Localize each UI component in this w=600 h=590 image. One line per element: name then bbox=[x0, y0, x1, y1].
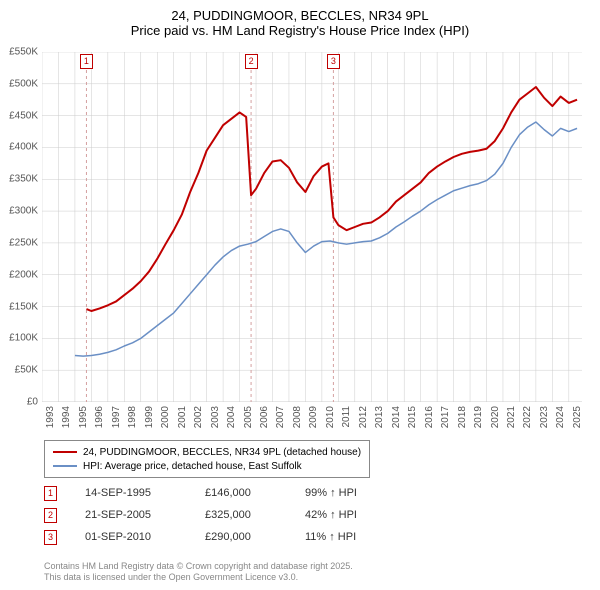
footer-line2: This data is licensed under the Open Gov… bbox=[44, 572, 353, 584]
x-tick-label: 2020 bbox=[490, 406, 501, 428]
y-tick-label: £0 bbox=[27, 397, 38, 408]
x-tick-label: 2024 bbox=[555, 406, 566, 428]
x-tick-label: 2004 bbox=[226, 406, 237, 428]
x-tick-label: 2008 bbox=[292, 406, 303, 428]
footer-attribution: Contains HM Land Registry data © Crown c… bbox=[44, 561, 353, 584]
row-pct: 42% ↑ HPI bbox=[305, 509, 405, 521]
x-tick-label: 1995 bbox=[78, 406, 89, 428]
x-tick-label: 2000 bbox=[160, 406, 171, 428]
title-subtitle: Price paid vs. HM Land Registry's House … bbox=[0, 23, 600, 38]
x-tick-label: 2022 bbox=[522, 406, 533, 428]
legend-item-price: 24, PUDDINGMOOR, BECCLES, NR34 9PL (deta… bbox=[53, 445, 361, 459]
row-pct: 99% ↑ HPI bbox=[305, 487, 405, 499]
x-tick-label: 2005 bbox=[243, 406, 254, 428]
chart-title: 24, PUDDINGMOOR, BECCLES, NR34 9PL Price… bbox=[0, 0, 600, 38]
legend: 24, PUDDINGMOOR, BECCLES, NR34 9PL (deta… bbox=[44, 440, 370, 478]
chart-marker-2: 2 bbox=[245, 54, 258, 69]
y-tick-label: £200K bbox=[9, 269, 38, 280]
x-tick-label: 1997 bbox=[111, 406, 122, 428]
row-pct: 11% ↑ HPI bbox=[305, 531, 405, 543]
x-tick-label: 2011 bbox=[341, 406, 352, 428]
row-marker: 3 bbox=[44, 530, 57, 545]
x-tick-label: 2012 bbox=[358, 406, 369, 428]
x-tick-label: 1998 bbox=[127, 406, 138, 428]
x-tick-label: 2003 bbox=[210, 406, 221, 428]
y-axis: £0£50K£100K£150K£200K£250K£300K£350K£400… bbox=[0, 52, 42, 402]
legend-item-hpi: HPI: Average price, detached house, East… bbox=[53, 459, 361, 473]
row-date: 21-SEP-2005 bbox=[85, 509, 205, 521]
x-tick-label: 2021 bbox=[506, 406, 517, 428]
marker-table: 1 14-SEP-1995£146,00099% ↑ HPI 2 21-SEP-200… bbox=[44, 482, 405, 548]
y-tick-label: £550K bbox=[9, 47, 38, 58]
x-tick-label: 2018 bbox=[457, 406, 468, 428]
x-tick-label: 2010 bbox=[325, 406, 336, 428]
x-tick-label: 2019 bbox=[473, 406, 484, 428]
chart-svg bbox=[42, 52, 582, 402]
chart-marker-1: 1 bbox=[80, 54, 93, 69]
y-tick-label: £500K bbox=[9, 78, 38, 89]
table-row: 3 01-SEP-2010£290,00011% ↑ HPI bbox=[44, 526, 405, 548]
y-tick-label: £100K bbox=[9, 333, 38, 344]
table-row: 1 14-SEP-1995£146,00099% ↑ HPI bbox=[44, 482, 405, 504]
plot-area: 1 2 3 bbox=[42, 52, 582, 402]
x-tick-label: 2014 bbox=[391, 406, 402, 428]
x-tick-label: 2009 bbox=[308, 406, 319, 428]
row-marker: 1 bbox=[44, 486, 57, 501]
legend-swatch-price bbox=[53, 451, 77, 453]
footer-line1: Contains HM Land Registry data © Crown c… bbox=[44, 561, 353, 573]
x-tick-label: 2013 bbox=[374, 406, 385, 428]
row-price: £146,000 bbox=[205, 487, 305, 499]
x-tick-label: 1994 bbox=[61, 406, 72, 428]
y-tick-label: £450K bbox=[9, 110, 38, 121]
x-tick-label: 2016 bbox=[424, 406, 435, 428]
chart-marker-3: 3 bbox=[327, 54, 340, 69]
row-date: 01-SEP-2010 bbox=[85, 531, 205, 543]
chart-container: 24, PUDDINGMOOR, BECCLES, NR34 9PL Price… bbox=[0, 0, 600, 590]
y-tick-label: £150K bbox=[9, 301, 38, 312]
row-date: 14-SEP-1995 bbox=[85, 487, 205, 499]
x-tick-label: 2002 bbox=[193, 406, 204, 428]
y-tick-label: £300K bbox=[9, 206, 38, 217]
y-tick-label: £50K bbox=[15, 365, 38, 376]
table-row: 2 21-SEP-2005£325,00042% ↑ HPI bbox=[44, 504, 405, 526]
legend-label-hpi: HPI: Average price, detached house, East… bbox=[83, 461, 302, 472]
y-tick-label: £400K bbox=[9, 142, 38, 153]
x-tick-label: 1999 bbox=[144, 406, 155, 428]
y-tick-label: £350K bbox=[9, 174, 38, 185]
x-tick-label: 2015 bbox=[407, 406, 418, 428]
x-tick-label: 2006 bbox=[259, 406, 270, 428]
x-tick-label: 2001 bbox=[177, 406, 188, 428]
x-tick-label: 1993 bbox=[45, 406, 56, 428]
legend-swatch-hpi bbox=[53, 465, 77, 467]
row-price: £290,000 bbox=[205, 531, 305, 543]
x-tick-label: 2017 bbox=[440, 406, 451, 428]
x-tick-label: 2023 bbox=[539, 406, 550, 428]
x-tick-label: 2025 bbox=[572, 406, 583, 428]
row-price: £325,000 bbox=[205, 509, 305, 521]
x-axis: 1993 1994 1995 1996 1997 1998 1999 2000 2001 2002… bbox=[42, 404, 582, 438]
x-tick-label: 1996 bbox=[94, 406, 105, 428]
y-tick-label: £250K bbox=[9, 237, 38, 248]
x-tick-label: 2007 bbox=[275, 406, 286, 428]
legend-label-price: 24, PUDDINGMOOR, BECCLES, NR34 9PL (deta… bbox=[83, 447, 361, 458]
title-address: 24, PUDDINGMOOR, BECCLES, NR34 9PL bbox=[0, 8, 600, 23]
row-marker: 2 bbox=[44, 508, 57, 523]
